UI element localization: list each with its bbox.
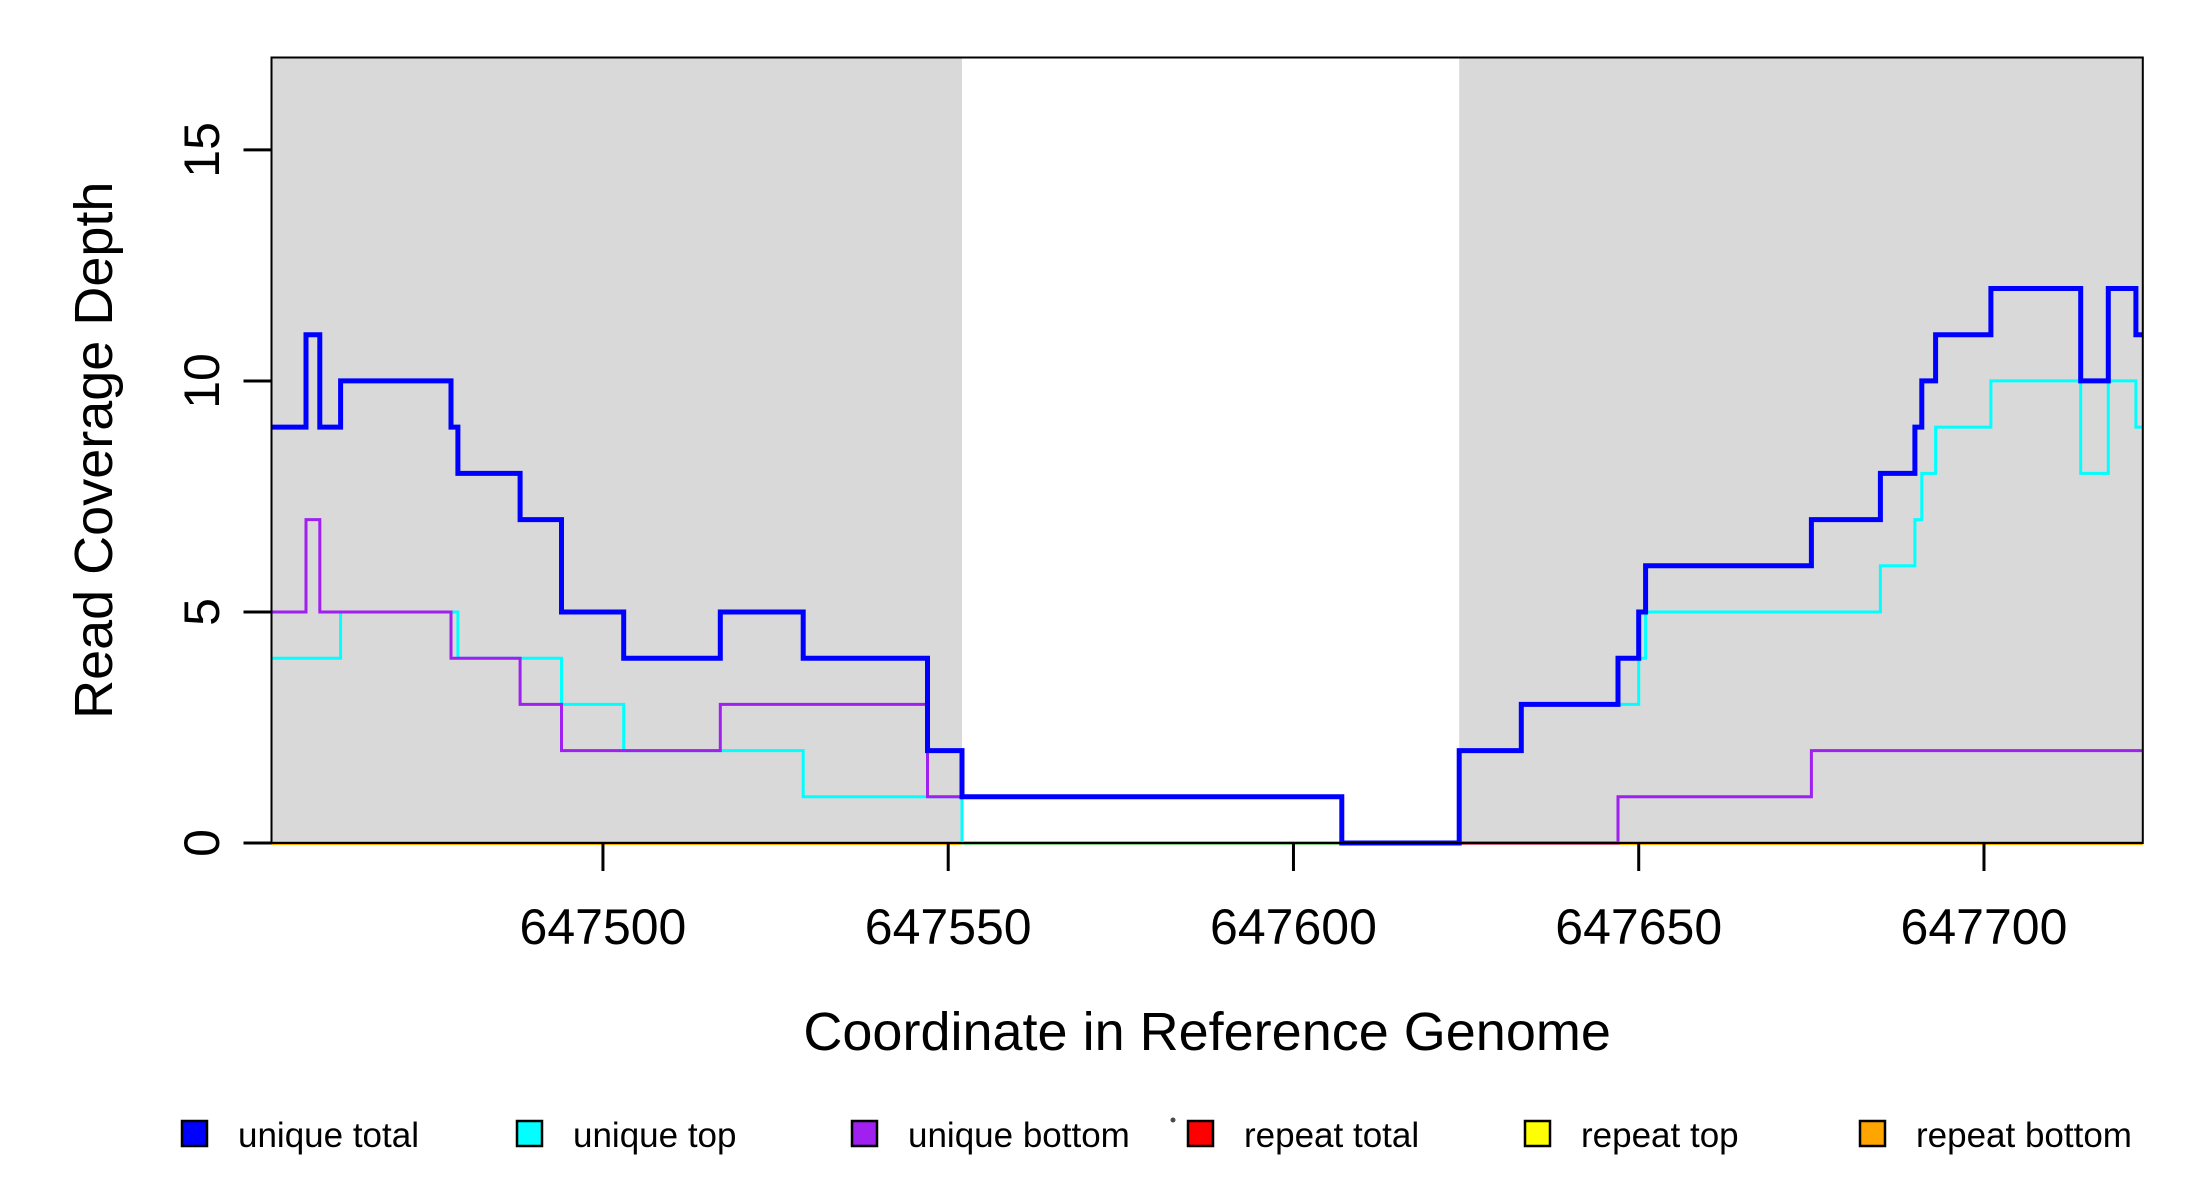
legend-swatch-repeat-top <box>1523 1119 1552 1148</box>
x-tick-label: 647500 <box>520 899 687 955</box>
x-axis-title: Coordinate in Reference Genome <box>803 1002 1610 1062</box>
legend-swatch-unique-top <box>515 1119 544 1148</box>
y-tick-label: 0 <box>174 829 230 857</box>
series-unique-bottom <box>271 518 2143 845</box>
y-tick-label: 5 <box>174 598 230 626</box>
legend-swatch-repeat-bottom <box>1858 1119 1887 1148</box>
legend-label-repeat-top: repeat top <box>1581 1116 1739 1155</box>
x-tick-label: 647700 <box>1901 899 2068 955</box>
plot-border <box>270 56 2144 844</box>
legend-swatch-repeat-total <box>1186 1119 1215 1148</box>
legend-label-unique-total: unique total <box>238 1116 419 1155</box>
legend-label-repeat-bottom: repeat bottom <box>1916 1116 2132 1155</box>
y-axis-title: Read Coverage Depth <box>64 182 124 719</box>
legend-label-unique-bottom: unique bottom <box>908 1116 1130 1155</box>
y-tick-label: 15 <box>174 122 230 178</box>
legend-swatch-unique-total <box>180 1119 209 1148</box>
x-tick-label: 647550 <box>865 899 1032 955</box>
x-tick-label: 647650 <box>1555 899 1722 955</box>
series-unique-total <box>271 286 2143 846</box>
series-unique-top <box>271 379 2143 845</box>
legend-label-unique-top: unique top <box>573 1116 736 1155</box>
shaded-region <box>271 57 963 843</box>
y-tick-label: 10 <box>174 353 230 409</box>
legend-label-repeat-total: repeat total <box>1244 1116 1419 1155</box>
x-tick-label: 647600 <box>1210 899 1377 955</box>
shaded-region <box>1459 57 2143 843</box>
legend-swatch-unique-bottom <box>850 1119 879 1148</box>
stray-dot <box>1170 1117 1176 1123</box>
